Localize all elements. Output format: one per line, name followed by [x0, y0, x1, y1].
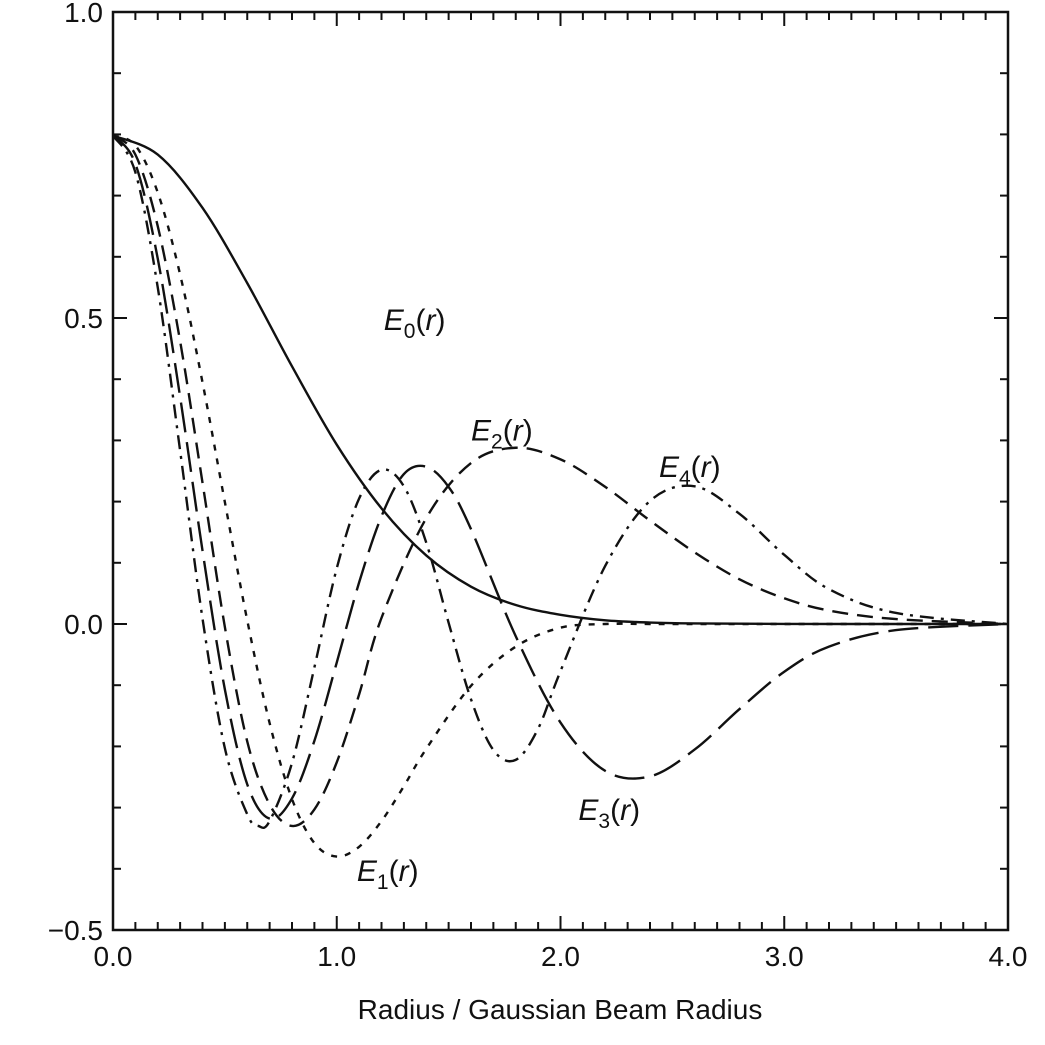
- curve-e4: [111, 134, 1009, 830]
- x-tick-label: 3.0: [765, 941, 804, 972]
- curve-label-open-paren: (: [415, 304, 425, 337]
- curve-label-letter: E: [578, 794, 599, 827]
- curve-label-close-paren: ): [435, 304, 445, 337]
- curve-label-close-paren: ): [711, 451, 721, 484]
- curve-labels: E0(r)E1(r)E2(r)E3(r)E4(r): [357, 304, 721, 894]
- curve-e0: [112, 134, 1009, 626]
- curve-label-letter: E: [357, 855, 378, 888]
- curve-label-open-paren: (: [691, 451, 701, 484]
- curve-label-subscript: 2: [491, 430, 503, 453]
- curve-label-close-paren: ): [409, 855, 419, 888]
- curve-label-e0: E0(r): [384, 304, 446, 343]
- y-tick-label: −0.5: [48, 915, 103, 946]
- curve-label-open-paren: (: [503, 414, 513, 447]
- curve-label-subscript: 0: [404, 320, 416, 343]
- curve-label-open-paren: (: [389, 855, 399, 888]
- curves: [111, 134, 1009, 858]
- y-tick-label: 0.5: [64, 303, 103, 334]
- plot-frame: [111, 10, 1010, 932]
- axis-ticks: [112, 11, 1009, 931]
- y-tick-label: 0.0: [64, 609, 103, 640]
- curve-label-subscript: 1: [377, 871, 389, 894]
- x-tick-label: 2.0: [541, 941, 580, 972]
- curve-label-close-paren: ): [523, 414, 533, 447]
- curve-label-argument: r: [399, 855, 410, 888]
- curve-label-open-paren: (: [610, 794, 620, 827]
- axis-tick-labels: 0.0 1.0 2.0 3.0 4.0−0.50.00.51.0: [48, 0, 1028, 972]
- curve-label-e2: E2(r): [471, 414, 533, 453]
- curve-label-argument: r: [701, 451, 712, 484]
- curve-label-e4: E4(r): [659, 451, 721, 490]
- curve-label-subscript: 4: [679, 467, 691, 490]
- curve-label-letter: E: [384, 304, 405, 337]
- x-tick-label: 4.0: [989, 941, 1028, 972]
- curve-label-argument: r: [425, 304, 436, 337]
- curve-label-close-paren: ): [630, 794, 640, 827]
- curve-label-subscript: 3: [598, 810, 610, 833]
- x-tick-label: 0.0: [94, 941, 133, 972]
- curve-label-e1: E1(r): [357, 855, 419, 894]
- curve-label-argument: r: [620, 794, 631, 827]
- curve-label-letter: E: [659, 451, 680, 484]
- curve-label-argument: r: [513, 414, 524, 447]
- x-tick-label: 1.0: [317, 941, 356, 972]
- x-axis-title: Radius / Gaussian Beam Radius: [358, 994, 763, 1025]
- y-tick-label: 1.0: [64, 0, 103, 28]
- curve-e1: [112, 134, 1008, 858]
- curve-e3: [112, 134, 1009, 821]
- curve-label-letter: E: [471, 414, 492, 447]
- curve-label-e3: E3(r): [578, 794, 640, 833]
- curve-e2: [112, 134, 1009, 828]
